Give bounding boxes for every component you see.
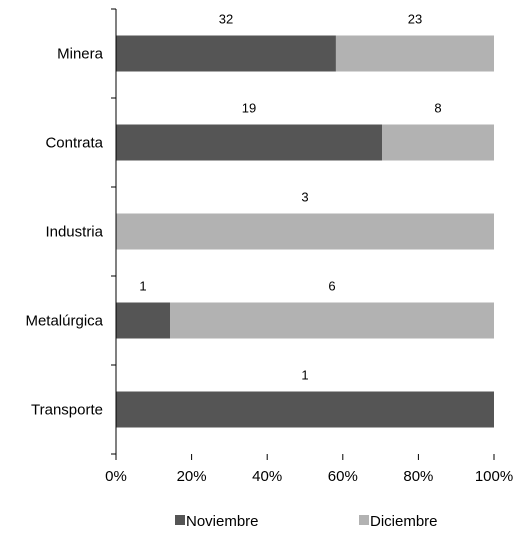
- x-tick-label: 80%: [403, 468, 433, 485]
- bar-diciembre-contrata: [382, 124, 494, 161]
- data-label-diciembre-industria: 3: [301, 190, 308, 205]
- legend-swatch-diciembre: [359, 515, 369, 525]
- data-label-diciembre-contrata: 8: [434, 101, 441, 116]
- bar-noviembre-minera: [116, 35, 336, 72]
- category-label-contrata: Contrata: [45, 135, 103, 152]
- legend-label-diciembre: Diciembre: [370, 513, 438, 530]
- x-tick-label: 60%: [328, 468, 358, 485]
- legend-swatch-noviembre: [175, 515, 185, 525]
- data-label-noviembre-transporte: 1: [301, 368, 308, 383]
- data-label-diciembre-minera: 23: [408, 12, 422, 27]
- x-tick-label: 0%: [105, 468, 127, 485]
- x-tick-label: 40%: [252, 468, 282, 485]
- category-label-industria: Industria: [45, 224, 103, 241]
- bar-noviembre-metalúrgica: [116, 302, 170, 339]
- bar-noviembre-contrata: [116, 124, 382, 161]
- x-tick-label: 20%: [177, 468, 207, 485]
- bar-noviembre-transporte: [116, 391, 494, 428]
- category-label-minera: Minera: [57, 46, 104, 63]
- bar-diciembre-minera: [335, 35, 494, 72]
- data-label-noviembre-contrata: 19: [242, 101, 256, 116]
- legend-label-noviembre: Noviembre: [186, 513, 259, 530]
- category-label-metalúrgica: Metalúrgica: [25, 313, 103, 330]
- data-label-noviembre-minera: 32: [219, 12, 233, 27]
- bar-diciembre-metalúrgica: [170, 302, 494, 339]
- bar-diciembre-industria: [116, 213, 494, 250]
- category-label-transporte: Transporte: [31, 402, 103, 419]
- data-label-diciembre-metalúrgica: 6: [328, 279, 335, 294]
- x-tick-label: 100%: [475, 468, 513, 485]
- data-label-noviembre-metalúrgica: 1: [139, 279, 146, 294]
